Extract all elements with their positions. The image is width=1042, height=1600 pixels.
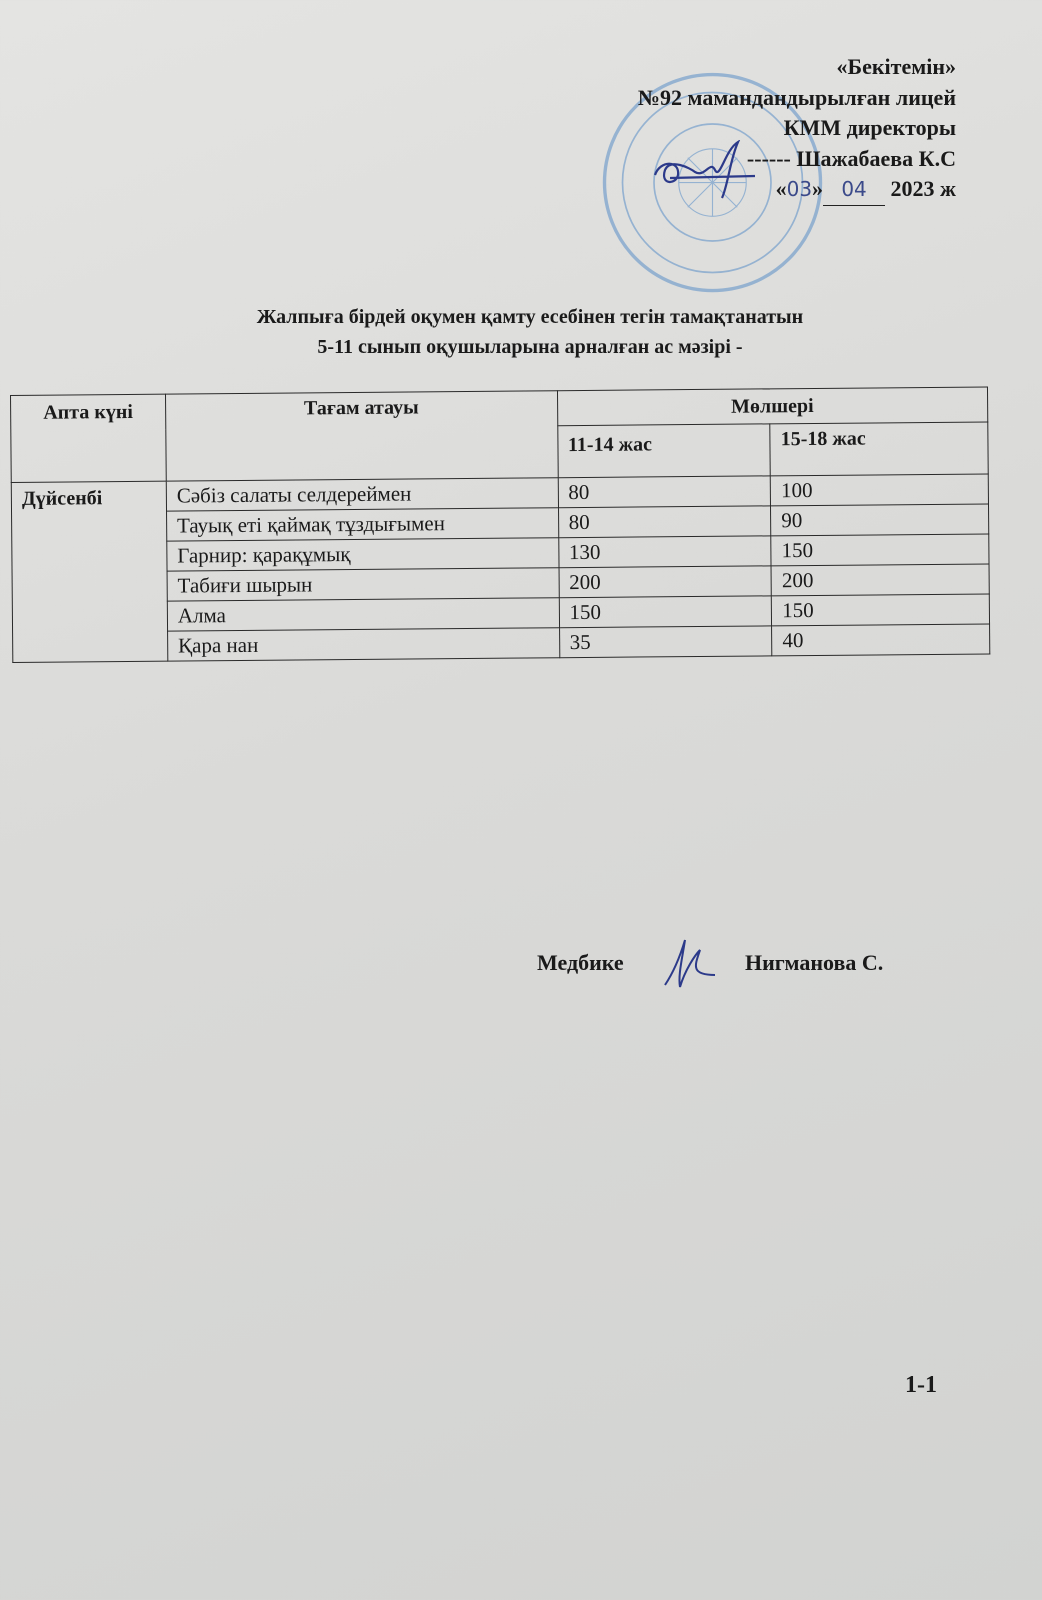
date-month: 04 <box>823 174 886 206</box>
amount-11-14: 80 <box>557 475 771 508</box>
director-signature <box>653 140 756 199</box>
amount-11-14: 130 <box>558 535 772 568</box>
date-day: 03 <box>786 177 813 201</box>
header-day: Апта күні <box>10 394 167 483</box>
signature-dashes: ------ <box>746 145 791 171</box>
date-quote-close: » <box>812 176 824 201</box>
nurse-signature <box>664 939 716 988</box>
amount-11-14: 200 <box>558 565 772 598</box>
amount-11-14: 150 <box>558 595 772 628</box>
amount-15-18: 90 <box>770 503 989 536</box>
amount-11-14: 35 <box>559 625 773 658</box>
dish-cell: Қара нан <box>167 627 560 662</box>
date-quote-open: « <box>775 176 787 201</box>
dish-cell: Сәбіз салаты селдереймен <box>166 477 559 512</box>
amount-15-18: 40 <box>771 623 990 656</box>
director-title: КММ директоры <box>783 115 956 140</box>
official-stamp <box>602 72 823 293</box>
header-age-15-18: 15-18 жас <box>770 421 989 476</box>
approval-block: «Бекітемін» №92 мамандандырылған лицей К… <box>638 52 956 206</box>
header-dish: Тағам атауы <box>165 390 558 482</box>
header-age-11-14: 11-14 жас <box>557 423 771 478</box>
approval-heading: «Бекітемін» <box>836 54 956 79</box>
amount-15-18: 100 <box>770 473 989 506</box>
date-year: 2023 ж <box>890 176 956 201</box>
dish-cell: Тауық еті қаймақ тұздығымен <box>166 507 559 542</box>
title-line-2: 5-11 сынып оқушыларына арналған ас мәзір… <box>317 336 743 358</box>
amount-15-18: 150 <box>771 593 990 626</box>
dish-cell: Табиғи шырын <box>166 567 559 602</box>
amount-15-18: 200 <box>771 563 990 596</box>
amount-11-14: 80 <box>558 505 771 538</box>
amount-15-18: 150 <box>770 533 990 566</box>
page-number: 1-1 <box>905 1372 937 1398</box>
menu-table: Апта күні Тағам атауы Мөлшері 11-14 жас … <box>10 386 990 663</box>
document-title: Жалпыға бірдей оқумен қамту есебінен тег… <box>0 302 1042 362</box>
title-line-1: Жалпыға бірдей оқумен қамту есебінен тег… <box>256 306 804 328</box>
header-amount: Мөлшері <box>556 386 988 426</box>
dish-cell: Гарнир: қарақұмық <box>166 537 559 572</box>
director-line: ------ Шажабаева К.С <box>638 144 956 175</box>
approval-date: «03» 04 2023 ж <box>638 174 956 206</box>
dish-cell: Алма <box>167 597 560 632</box>
day-cell: Дүйсенбі <box>11 481 168 663</box>
director-name: Шажабаева К.С <box>796 145 956 171</box>
school-name: №92 мамандандырылған лицей <box>637 84 956 110</box>
nurse-name: Нигманова С. <box>745 950 884 975</box>
nurse-label: Медбике <box>537 950 624 975</box>
